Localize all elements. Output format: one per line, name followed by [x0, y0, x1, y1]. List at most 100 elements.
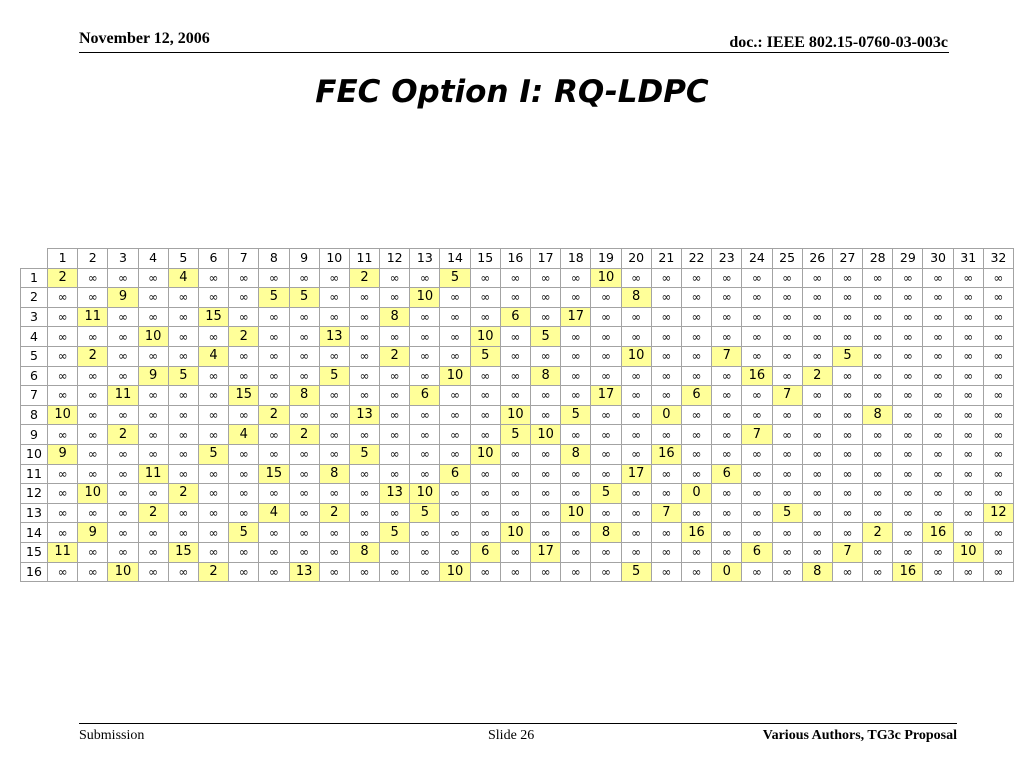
matrix-cell-empty: ∞	[922, 326, 954, 347]
matrix-cell-empty: ∞	[620, 306, 652, 328]
matrix-cell-empty: ∞	[892, 483, 924, 504]
matrix-cell-empty: ∞	[862, 287, 894, 308]
matrix-cell-shift: 15	[167, 541, 199, 563]
matrix-cell-shift: 5	[348, 443, 381, 465]
matrix-cell-empty: ∞	[922, 541, 954, 563]
matrix-cell-empty: ∞	[137, 443, 169, 465]
matrix-cell-empty: ∞	[107, 483, 139, 504]
matrix-cell-empty: ∞	[46, 424, 79, 445]
matrix-cell-empty: ∞	[711, 267, 743, 289]
matrix-cell-empty: ∞	[228, 267, 260, 289]
matrix-cell-empty: ∞	[379, 267, 411, 289]
matrix-cell-empty: ∞	[137, 541, 169, 563]
matrix-cell-empty: ∞	[620, 502, 652, 524]
footer-submission: Submission	[79, 728, 145, 743]
matrix-cell-shift: 9	[46, 443, 79, 465]
matrix-cell-empty: ∞	[892, 502, 924, 524]
matrix-cell-empty: ∞	[801, 385, 833, 406]
matrix-cell-shift: 5	[258, 287, 290, 308]
row-header: 3	[20, 306, 48, 328]
matrix-cell-empty: ∞	[590, 463, 622, 485]
matrix-cell-empty: ∞	[529, 522, 562, 543]
matrix-cell-empty: ∞	[952, 326, 984, 347]
matrix-cell-shift: 6	[741, 541, 773, 563]
matrix-cell-empty: ∞	[831, 424, 864, 445]
matrix-cell-empty: ∞	[469, 365, 501, 387]
matrix-cell-shift: 13	[379, 483, 411, 504]
matrix-cell-empty: ∞	[137, 404, 169, 426]
matrix-cell-empty: ∞	[801, 287, 833, 308]
matrix-cell-empty: ∞	[680, 326, 713, 347]
matrix-cell-shift: 5	[831, 345, 864, 367]
matrix-cell-empty: ∞	[801, 463, 833, 485]
matrix-cell-empty: ∞	[831, 483, 864, 504]
matrix-cell-empty: ∞	[771, 561, 803, 583]
matrix-cell-empty: ∞	[620, 443, 652, 465]
matrix-cell-empty: ∞	[801, 267, 833, 289]
slide-title: FEC Option I: RQ-LDPC	[315, 74, 709, 110]
matrix-cell-shift: 7	[711, 345, 743, 367]
matrix-cell-empty: ∞	[439, 404, 471, 426]
matrix-cell-empty: ∞	[862, 463, 894, 485]
matrix-cell-empty: ∞	[952, 502, 984, 524]
matrix-cell-empty: ∞	[77, 443, 109, 465]
matrix-cell-empty: ∞	[137, 287, 169, 308]
matrix-cell-empty: ∞	[439, 385, 471, 406]
matrix-cell-empty: ∞	[379, 326, 411, 347]
matrix-cell-shift: 6	[711, 463, 743, 485]
matrix-cell-empty: ∞	[771, 541, 803, 563]
matrix-cell-empty: ∞	[228, 502, 260, 524]
matrix-cell-empty: ∞	[409, 541, 441, 563]
matrix-cell-empty: ∞	[831, 443, 864, 465]
matrix-cell-empty: ∞	[197, 541, 230, 563]
matrix-cell-shift: 17	[529, 541, 562, 563]
column-header: 17	[529, 248, 562, 269]
matrix-cell-empty: ∞	[77, 365, 109, 387]
matrix-cell-empty: ∞	[46, 326, 79, 347]
matrix-cell-empty: ∞	[318, 541, 350, 563]
matrix-cell-empty: ∞	[862, 502, 894, 524]
matrix-cell-empty: ∞	[771, 287, 803, 308]
matrix-cell-empty: ∞	[771, 483, 803, 504]
matrix-cell-shift: 7	[650, 502, 682, 524]
matrix-cell-empty: ∞	[590, 365, 622, 387]
matrix-cell-empty: ∞	[107, 306, 139, 328]
matrix-cell-empty: ∞	[409, 561, 441, 583]
column-header: 31	[952, 248, 984, 269]
matrix-cell-empty: ∞	[711, 424, 743, 445]
matrix-cell-empty: ∞	[258, 365, 290, 387]
matrix-cell-shift: 2	[137, 502, 169, 524]
matrix-cell-empty: ∞	[137, 483, 169, 504]
matrix-cell-empty: ∞	[831, 404, 864, 426]
matrix-cell-empty: ∞	[529, 502, 562, 524]
matrix-cell-empty: ∞	[620, 483, 652, 504]
matrix-cell-empty: ∞	[318, 561, 350, 583]
matrix-cell-empty: ∞	[348, 561, 381, 583]
matrix-cell-empty: ∞	[107, 326, 139, 347]
matrix-cell-empty: ∞	[952, 404, 984, 426]
matrix-cell-empty: ∞	[590, 502, 622, 524]
matrix-cell-empty: ∞	[77, 502, 109, 524]
matrix-cell-empty: ∞	[107, 267, 139, 289]
matrix-cell-empty: ∞	[862, 267, 894, 289]
matrix-cell-empty: ∞	[922, 365, 954, 387]
matrix-cell-empty: ∞	[922, 267, 954, 289]
table-row: 10 9 ∞ ∞ ∞ ∞ 5 ∞ ∞ ∞ ∞ 5 ∞ ∞ ∞ 10 ∞ ∞ 8 ∞ ∞ 16 ∞ ∞ ∞ ∞ ∞ ∞ ∞ ∞ ∞ ∞ ∞	[20, 443, 1015, 465]
matrix-cell-empty: ∞	[801, 443, 833, 465]
matrix-cell-shift: 6	[469, 541, 501, 563]
matrix-cell-empty: ∞	[650, 561, 682, 583]
matrix-cell-empty: ∞	[77, 424, 109, 445]
row-header: 4	[20, 326, 48, 347]
matrix-cell-empty: ∞	[892, 522, 924, 543]
column-header: 6	[197, 248, 230, 269]
column-header: 29	[892, 248, 924, 269]
matrix-cell-empty: ∞	[409, 345, 441, 367]
matrix-cell-empty: ∞	[107, 365, 139, 387]
matrix-cell-empty: ∞	[650, 365, 682, 387]
matrix-cell-shift: 5	[771, 502, 803, 524]
matrix-cell-empty: ∞	[258, 424, 290, 445]
matrix-cell-empty: ∞	[892, 267, 924, 289]
matrix-cell-empty: ∞	[711, 385, 743, 406]
matrix-cell-empty: ∞	[560, 561, 592, 583]
matrix-cell-empty: ∞	[560, 522, 592, 543]
